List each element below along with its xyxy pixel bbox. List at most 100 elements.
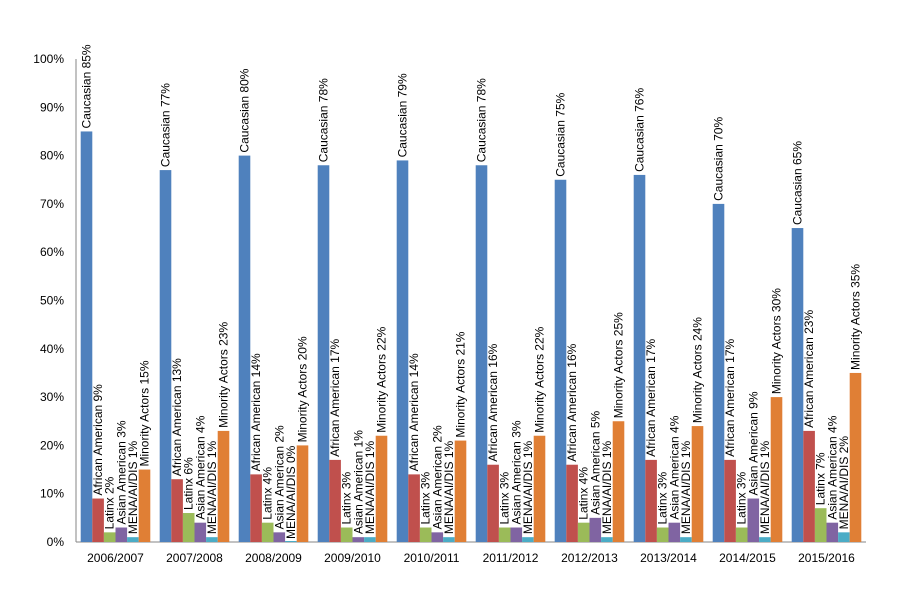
bar [171,479,183,542]
data-label: MENA/AI/DIS 0% [284,445,298,539]
data-label: MENA/AI/DIS 1% [126,440,140,534]
bar [724,459,736,542]
data-label: African American 14% [249,353,263,471]
bar [159,170,172,542]
data-label: Asian American 4% [825,415,839,519]
y-tick-label: 70% [40,197,64,211]
y-tick-label: 0% [47,535,65,549]
bar [206,537,218,542]
bar [408,474,420,542]
bar [340,527,353,542]
bar [285,541,297,542]
x-category-label: 2010/2011 [404,551,460,565]
bar [194,522,207,542]
data-label: Latinx 3% [656,471,670,524]
bar [601,537,613,542]
data-label: Caucasian 77% [159,83,173,167]
bar [680,537,692,542]
data-label: Caucasian 78% [475,78,489,162]
data-label: Caucasian 70% [712,117,726,201]
data-label: MENA/AI/DIS 1% [363,440,377,534]
data-label: MENA/AI/DIS 1% [521,440,535,534]
bar [103,532,116,542]
bar [589,517,602,542]
data-label: Asian American 2% [430,425,444,529]
x-category-label: 2011/2012 [483,551,539,565]
bar [329,459,341,542]
data-label: African American 16% [565,343,579,461]
data-label: Asian American 4% [667,415,681,519]
bar [396,160,409,542]
data-label: Caucasian 78% [317,78,331,162]
data-label: Latinx 7% [814,452,828,505]
bars [80,131,862,543]
bar [712,203,725,542]
bar [747,498,760,542]
data-label: Asian American 4% [193,415,207,519]
x-category-label: 2013/2014 [640,551,697,565]
data-label: African American 17% [644,339,658,457]
data-label: MENA/AI/DIS 1% [205,440,219,534]
bar [735,527,748,542]
data-label: Minority Actors 25% [612,312,626,418]
y-tick-label: 30% [40,390,64,404]
bar [250,474,262,542]
x-category-label: 2007/2008 [166,551,223,565]
data-label: Latinx 4% [577,467,591,520]
data-label: Minority Actors 22% [375,326,389,432]
y-tick-label: 50% [40,294,64,308]
data-label: Minority Actors 23% [217,322,231,428]
data-label: Caucasian 85% [80,44,94,128]
y-axis: 0% 10% 20% 30% 40% 50% 60% 70% 80% 90% 100% [33,52,77,549]
y-tick-label: 40% [40,342,64,356]
bar [375,435,388,542]
bar [80,131,93,542]
data-label: African American 16% [486,343,500,461]
data-label: Asian American 5% [588,410,602,514]
bar [317,165,330,542]
bar [522,537,534,542]
bar [443,537,455,542]
data-label: African American 14% [407,353,421,471]
data-label: Asian American 3% [114,420,128,524]
bar [261,522,274,542]
x-category-label: 2012/2013 [561,551,618,565]
bar [645,459,657,542]
data-label: Latinx 3% [735,471,749,524]
bar [566,464,578,542]
bar [770,397,783,542]
data-label: Minority Actors 24% [691,317,705,423]
x-category-label: 2006/2007 [87,551,144,565]
bar [668,522,681,542]
data-label: MENA/AI/DIS 1% [600,440,614,534]
data-label: Minority Actors 22% [533,326,547,432]
data-label: Minority Actors 30% [770,288,784,394]
data-label: Caucasian 80% [238,68,252,152]
bar [487,464,499,542]
data-label: Asian American 3% [509,420,523,524]
data-label: Latinx 3% [340,471,354,524]
data-label: Latinx 3% [419,471,433,524]
data-label: Asian American 9% [746,391,760,495]
bar [364,537,376,542]
data-label: MENA/AI/DIS 1% [442,440,456,534]
y-tick-label: 20% [40,438,64,452]
data-label: Caucasian 65% [791,141,805,225]
bar [92,498,104,542]
bar [115,527,128,542]
data-label: African American 17% [723,339,737,457]
data-label: African American 9% [91,384,105,496]
bar [419,527,432,542]
data-label: Latinx 6% [182,457,196,510]
data-labels: Caucasian 85% African American 9%Latinx 2… [80,44,863,539]
y-tick-label: 100% [33,52,64,66]
y-tick-label: 60% [40,245,64,259]
data-label: Caucasian 75% [554,92,568,176]
data-label: Caucasian 79% [396,73,410,157]
bar [838,532,850,542]
data-label: Asian American 1% [351,430,365,534]
bar [691,426,704,542]
bar [238,155,251,542]
bar [803,430,815,542]
